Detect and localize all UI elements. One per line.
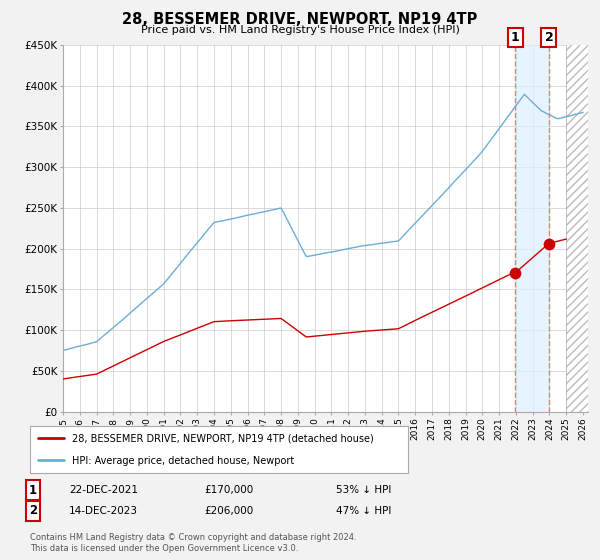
Text: 28, BESSEMER DRIVE, NEWPORT, NP19 4TP: 28, BESSEMER DRIVE, NEWPORT, NP19 4TP: [122, 12, 478, 27]
Point: [544, 239, 554, 248]
Point: [511, 269, 520, 278]
Text: 14-DEC-2023: 14-DEC-2023: [69, 506, 138, 516]
Text: 22-DEC-2021: 22-DEC-2021: [69, 485, 138, 495]
Text: 2: 2: [29, 504, 37, 517]
Text: £206,000: £206,000: [204, 506, 253, 516]
Text: 28, BESSEMER DRIVE, NEWPORT, NP19 4TP (detached house): 28, BESSEMER DRIVE, NEWPORT, NP19 4TP (d…: [71, 433, 373, 444]
Text: 2: 2: [545, 31, 553, 44]
Text: HPI: Average price, detached house, Newport: HPI: Average price, detached house, Newp…: [71, 456, 294, 466]
Text: 53% ↓ HPI: 53% ↓ HPI: [336, 485, 391, 495]
Text: £170,000: £170,000: [204, 485, 253, 495]
Bar: [566, 45, 588, 412]
Text: 47% ↓ HPI: 47% ↓ HPI: [336, 506, 391, 516]
Text: 1: 1: [511, 31, 520, 44]
Text: 1: 1: [29, 483, 37, 497]
Text: Price paid vs. HM Land Registry's House Price Index (HPI): Price paid vs. HM Land Registry's House …: [140, 25, 460, 35]
Text: Contains HM Land Registry data © Crown copyright and database right 2024.
This d: Contains HM Land Registry data © Crown c…: [30, 533, 356, 553]
Bar: [515, 45, 549, 412]
